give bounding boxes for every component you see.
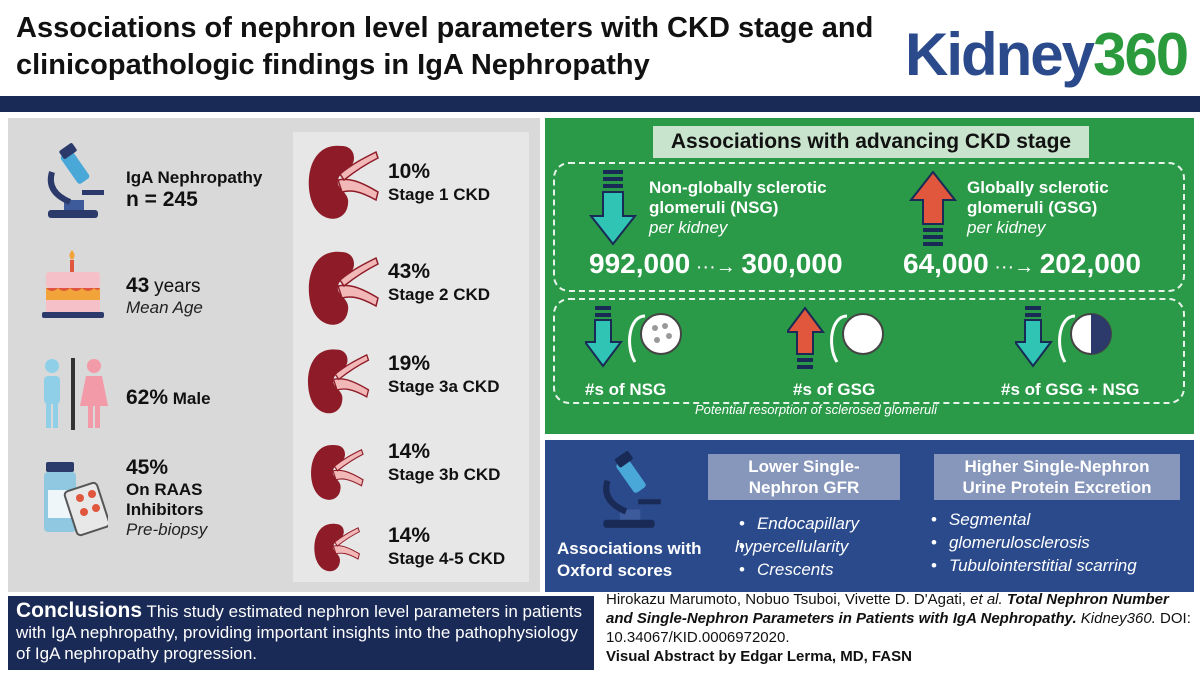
nsg-label: Non-globally sclerotic glomeruli (NSG) p… bbox=[649, 178, 827, 237]
header-divider bbox=[0, 96, 1200, 112]
stage-3b-item: 14% Stage 3b CKD bbox=[388, 440, 501, 484]
conclusions-box: Conclusions This study estimated nephron… bbox=[8, 596, 594, 670]
kidney-icon bbox=[314, 523, 360, 572]
medication-icon bbox=[44, 462, 108, 537]
kidney-icon bbox=[307, 349, 370, 414]
stage-1-item: 10% Stage 1 CKD bbox=[388, 160, 491, 204]
age-stat: 43 years Mean Age bbox=[126, 274, 203, 317]
male-stat: 62% Male bbox=[126, 386, 211, 409]
nsg-decrease-icon bbox=[585, 306, 682, 368]
lower-gfr-list: Endocapillary hypercellularity Crescents bbox=[735, 512, 859, 581]
list-item: glomerulosclerosis bbox=[949, 531, 1137, 554]
birthday-cake-icon bbox=[42, 250, 104, 318]
ckd-stage-panel: Associations with advancing CKD stage No… bbox=[545, 118, 1194, 434]
list-item: Endocapillary bbox=[757, 512, 859, 535]
header: Associations of nephron level parameters… bbox=[0, 0, 1200, 96]
list-item: Crescents bbox=[757, 558, 859, 581]
up-arrow-icon bbox=[909, 170, 957, 246]
count-both-label: #s of GSG + NSG bbox=[1001, 380, 1140, 399]
cohort-stat: IgA Nephropathy n = 245 bbox=[126, 168, 263, 211]
list-item: Tubulointerstitial scarring bbox=[949, 554, 1137, 577]
down-arrow-icon bbox=[589, 170, 637, 246]
kidney360-logo: Kidney360 bbox=[905, 21, 1189, 88]
gsg-change: 64,000 ···→ 202,000 bbox=[903, 248, 1141, 279]
page-title: Associations of nephron level parameters… bbox=[16, 12, 874, 81]
higher-protein-list: Segmental glomerulosclerosis Tubulointer… bbox=[931, 508, 1137, 577]
kidney-icon bbox=[308, 251, 379, 325]
kidney-icon bbox=[311, 445, 364, 500]
lower-gfr-header: Lower Single- Nephron GFR bbox=[708, 454, 900, 500]
kidney-icon bbox=[308, 145, 379, 219]
gsg-label: Globally sclerotic glomeruli (GSG) per k… bbox=[967, 178, 1109, 237]
green-panel-title: Associations with advancing CKD stage bbox=[653, 126, 1089, 158]
microscope-icon bbox=[47, 143, 104, 218]
demographics-panel: IgA Nephropathy n = 245 43 years Mean Ag… bbox=[8, 118, 540, 592]
stage-4-5-item: 14% Stage 4-5 CKD bbox=[388, 524, 506, 568]
gsg-increase-icon bbox=[787, 306, 884, 369]
microscope-icon bbox=[603, 451, 661, 528]
gsg-nsg-decrease-icon bbox=[1015, 306, 1112, 368]
count-nsg-label: #s of NSG bbox=[585, 380, 667, 399]
male-female-icon bbox=[44, 358, 108, 430]
stage-2-item: 43% Stage 2 CKD bbox=[388, 260, 491, 304]
oxford-label: Associations with Oxford scores bbox=[557, 539, 702, 580]
nsg-change: 992,000 ···→ 300,000 bbox=[589, 248, 843, 279]
list-item: Segmental bbox=[949, 508, 1137, 531]
oxford-panel: Associations with Oxford scores Lower Si… bbox=[545, 440, 1194, 592]
stage-3a-item: 19% Stage 3a CKD bbox=[388, 352, 500, 396]
conclusions-heading: Conclusions bbox=[16, 599, 143, 622]
count-gsg-label: #s of GSG bbox=[793, 380, 876, 399]
list-item: hypercellularity bbox=[735, 535, 859, 558]
conclusions-text: This study estimated nephron level param… bbox=[16, 602, 583, 663]
counts-box bbox=[553, 162, 1185, 292]
resorption-box bbox=[553, 298, 1185, 404]
raas-stat: 45% On RAAS Inhibitors Pre-biopsy bbox=[126, 456, 208, 539]
higher-protein-header: Higher Single-Nephron Urine Protein Excr… bbox=[934, 454, 1180, 500]
citation: Hirokazu Marumoto, Nobuo Tsuboi, Vivette… bbox=[606, 591, 1191, 665]
resorption-note: Potential resorption of sclerosed glomer… bbox=[695, 402, 938, 417]
